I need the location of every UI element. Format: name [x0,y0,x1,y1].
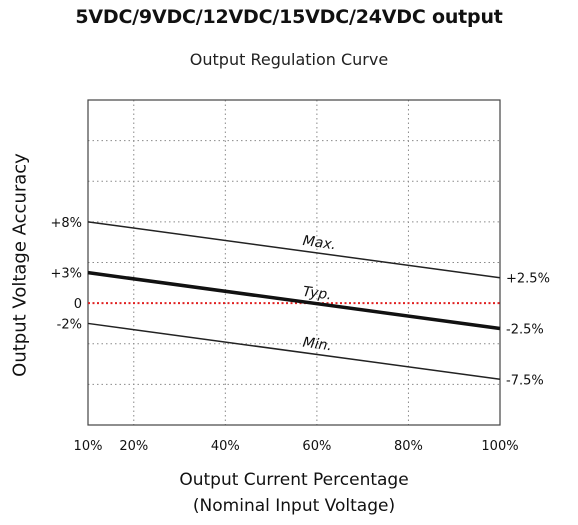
series-line-typ [87,270,501,331]
series-label-typ: Typ. [302,284,333,304]
y-axis-label: Output Voltage Accuracy [9,153,31,377]
y-tick-label-left: -2% [57,317,82,332]
y-tick-label-left: +3% [50,267,82,282]
y-axis-label-container: Output Voltage Accuracy [2,100,38,430]
regulation-chart: Max. Typ. Min. +8% +3% 0 -2% +2.5% -2.5% -7.5% 10%… [50,99,550,454]
y-tick-label-left: +8% [50,216,82,231]
plot-frame [87,99,501,426]
x-tick-label: 20% [119,439,148,454]
x-axis-label: Output Current Percentage [179,470,409,490]
x-tick-label: 10% [74,439,103,454]
x-tick-label: 80% [394,439,423,454]
series-line-max [87,221,501,279]
series-label-max: Max. [302,233,337,253]
x-tick-label: 100% [481,439,518,454]
series-label-min: Min. [302,335,333,355]
y-tick-label-right: +2.5% [506,272,550,287]
y-tick-label-left: 0 [74,297,82,312]
series-line-min [87,322,501,381]
page-title: 5VDC/9VDC/12VDC/15VDC/24VDC output [75,6,503,28]
y-tick-label-right: -7.5% [506,373,544,388]
chart-title: Output Regulation Curve [189,50,389,69]
y-tick-label-right: -2.5% [506,323,544,338]
x-tick-label: 40% [211,439,240,454]
x-axis-sublabel: (Nominal Input Voltage) [192,496,396,516]
x-tick-label: 60% [302,439,331,454]
